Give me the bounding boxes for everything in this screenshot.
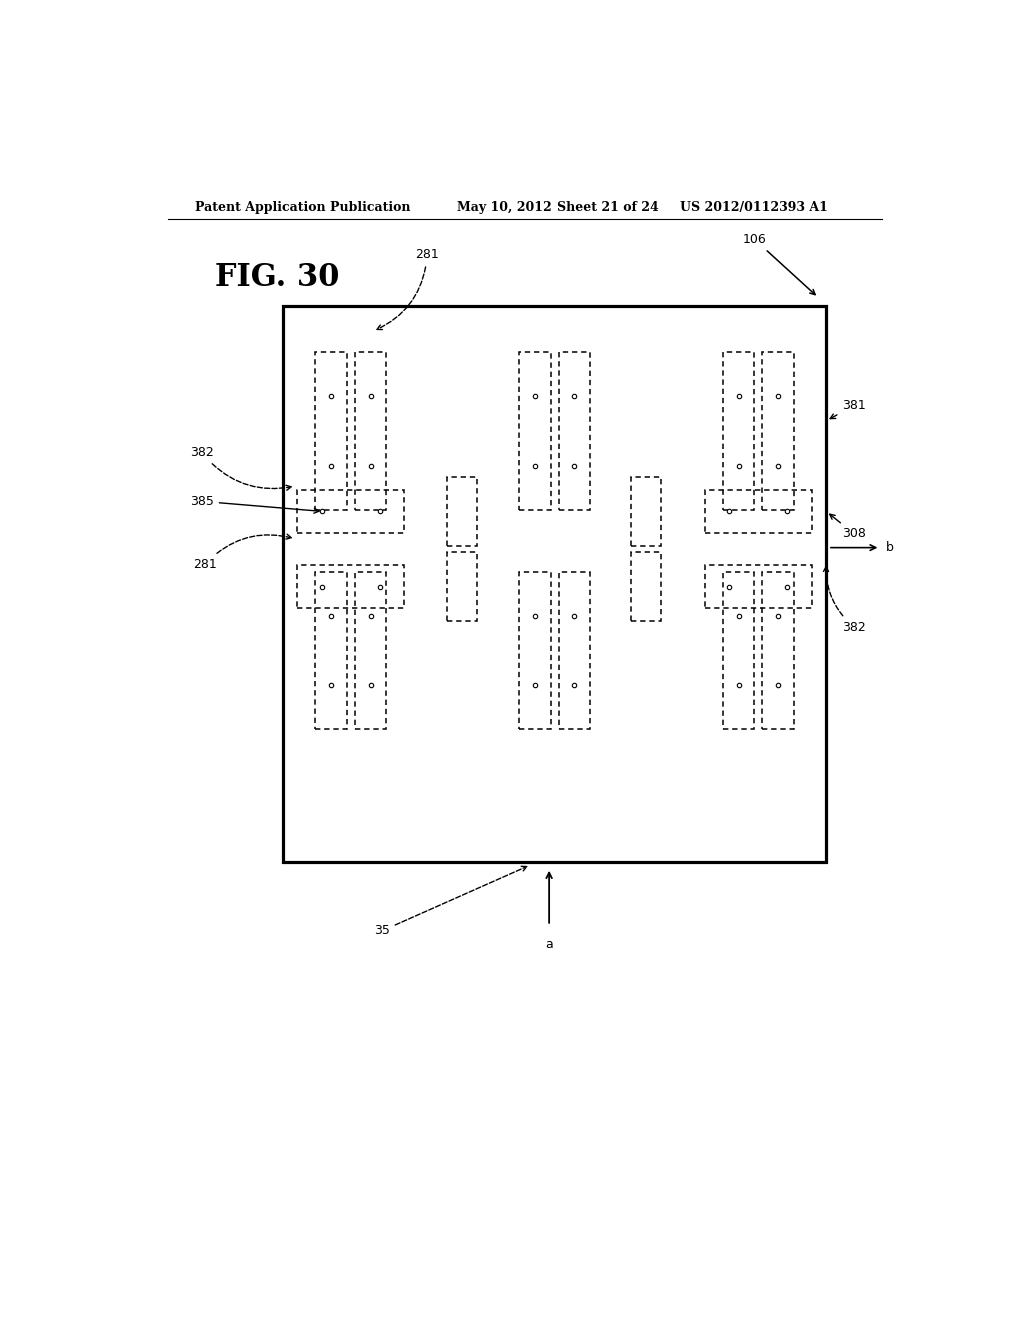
Bar bbox=[315, 352, 347, 510]
Text: 281: 281 bbox=[377, 248, 439, 330]
Bar bbox=[763, 352, 795, 510]
Bar bbox=[723, 572, 755, 729]
Text: 308: 308 bbox=[829, 515, 866, 540]
Bar bbox=[447, 477, 477, 546]
Text: 382: 382 bbox=[823, 566, 866, 634]
Bar bbox=[763, 572, 795, 729]
Bar bbox=[519, 572, 551, 729]
Bar bbox=[519, 352, 551, 510]
Bar bbox=[354, 352, 386, 510]
Bar bbox=[558, 572, 590, 729]
Text: Sheet 21 of 24: Sheet 21 of 24 bbox=[557, 201, 658, 214]
Bar bbox=[283, 306, 826, 862]
Text: 281: 281 bbox=[194, 535, 292, 570]
Bar bbox=[631, 552, 660, 622]
Bar bbox=[631, 477, 660, 546]
Bar bbox=[354, 572, 386, 729]
Text: May 10, 2012: May 10, 2012 bbox=[458, 201, 552, 214]
Text: 385: 385 bbox=[189, 495, 319, 513]
Text: 381: 381 bbox=[830, 399, 866, 418]
Text: b: b bbox=[886, 541, 894, 554]
Text: US 2012/0112393 A1: US 2012/0112393 A1 bbox=[680, 201, 827, 214]
Text: 382: 382 bbox=[189, 446, 291, 490]
Bar bbox=[297, 565, 404, 609]
Text: 106: 106 bbox=[743, 234, 815, 294]
Text: a: a bbox=[545, 939, 553, 950]
Bar bbox=[447, 552, 477, 622]
Bar bbox=[723, 352, 755, 510]
Bar bbox=[558, 352, 590, 510]
Text: Patent Application Publication: Patent Application Publication bbox=[196, 201, 411, 214]
Bar bbox=[315, 572, 347, 729]
Bar bbox=[705, 565, 812, 609]
Text: FIG. 30: FIG. 30 bbox=[215, 261, 340, 293]
Text: 35: 35 bbox=[374, 866, 526, 937]
Bar bbox=[705, 490, 812, 533]
Bar bbox=[297, 490, 404, 533]
